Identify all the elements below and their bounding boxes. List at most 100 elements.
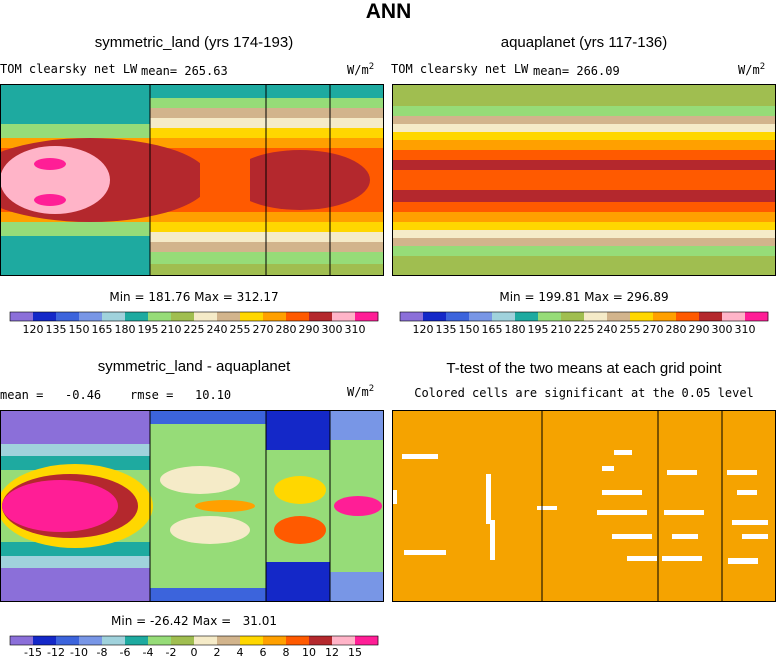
colorbar-swatch bbox=[240, 312, 264, 321]
colorbar-tick-label: 6 bbox=[259, 646, 267, 659]
colorbar-tick-label: -10 bbox=[70, 646, 88, 659]
colorbar-swatch bbox=[446, 312, 470, 321]
map-symmetric-land bbox=[0, 84, 384, 276]
colorbar-swatch bbox=[125, 636, 149, 645]
colorbar-tick-label: 210 bbox=[160, 323, 182, 336]
colorbar-swatch bbox=[309, 636, 333, 645]
colorbar-tick-label: 12 bbox=[325, 646, 339, 659]
colorbar-tick-label: 150 bbox=[68, 323, 90, 336]
colorbar-tick-label: 2 bbox=[213, 646, 221, 659]
colorbar-swatch bbox=[286, 636, 310, 645]
mean-label-aquaplanet: mean= 266.09 bbox=[533, 64, 620, 78]
colorbar-tick-label: 195 bbox=[527, 323, 549, 336]
panel-title-difference: symmetric_land - aquaplanet bbox=[97, 358, 291, 375]
colorbar-tick-label: 280 bbox=[275, 323, 297, 336]
colorbar-swatch bbox=[102, 636, 126, 645]
figure-title: ANN bbox=[365, 0, 412, 23]
colorbar-tick-label: -12 bbox=[47, 646, 65, 659]
minmax-difference: Min = -26.42 Max = 31.01 bbox=[111, 614, 277, 628]
colorbar-tick-label: 4 bbox=[236, 646, 244, 659]
colorbar-tick-label: -8 bbox=[96, 646, 108, 659]
map-difference bbox=[0, 410, 384, 602]
colorbar-labels-field-left: 120 135 150 165 180 195 210 225 240 255 270 280 290 3… bbox=[10, 323, 378, 337]
colorbar-tick-label: -4 bbox=[142, 646, 154, 659]
colorbar-swatch bbox=[630, 312, 654, 321]
map-aquaplanet bbox=[392, 84, 776, 276]
colorbar-swatch bbox=[194, 636, 218, 645]
colorbar-tick-label: 255 bbox=[619, 323, 641, 336]
colorbar-tick-label: 120 bbox=[22, 323, 44, 336]
colorbar-swatch bbox=[722, 312, 746, 321]
minmax-symmetric-land: Min = 181.76 Max = 312.17 bbox=[109, 290, 279, 304]
colorbar-tick-label: 225 bbox=[183, 323, 205, 336]
colorbar-tick-label: 150 bbox=[458, 323, 480, 336]
colorbar-swatch bbox=[699, 312, 723, 321]
units-label-symmetric-land: W/m2 bbox=[347, 62, 375, 77]
colorbar-swatch bbox=[263, 312, 287, 321]
ttest-fill bbox=[392, 410, 776, 602]
colorbar-tick-label: 300 bbox=[321, 323, 343, 336]
colorbar-swatch bbox=[148, 312, 172, 321]
colorbar-tick-label: 270 bbox=[642, 323, 664, 336]
colorbar-swatch bbox=[286, 312, 310, 321]
mean-label-difference: mean = -0.46 bbox=[0, 388, 102, 402]
colorbar-tick-label: 290 bbox=[688, 323, 710, 336]
colorbar-swatch bbox=[33, 636, 57, 645]
colorbar-tick-label: 290 bbox=[298, 323, 320, 336]
colorbar-swatch bbox=[240, 636, 264, 645]
colorbar-swatch bbox=[217, 636, 241, 645]
colorbar-tick-label: 240 bbox=[596, 323, 618, 336]
rmse-label-difference: rmse = 10.10 bbox=[130, 388, 232, 402]
colorbar-tick-label: 255 bbox=[229, 323, 251, 336]
variable-label-symmetric-land: TOM clearsky net LW bbox=[0, 62, 138, 76]
colorbar-swatch bbox=[194, 312, 218, 321]
colorbar-swatch bbox=[217, 312, 241, 321]
colorbar-tick-label: 120 bbox=[412, 323, 434, 336]
colorbar-tick-label: 135 bbox=[435, 323, 457, 336]
colorbar-tick-label: 165 bbox=[481, 323, 503, 336]
colorbar-swatch bbox=[676, 312, 700, 321]
mean-label-symmetric-land: mean= 265.63 bbox=[141, 64, 228, 78]
colorbar-swatch bbox=[171, 636, 195, 645]
colorbar-diff bbox=[9, 635, 379, 646]
colorbar-tick-label: 180 bbox=[114, 323, 136, 336]
colorbar-tick-label: -15 bbox=[24, 646, 42, 659]
colorbar-swatch bbox=[10, 636, 34, 645]
colorbar-swatch bbox=[33, 312, 57, 321]
colorbar-swatch bbox=[423, 312, 447, 321]
colorbar-swatch bbox=[607, 312, 631, 321]
colorbar-swatch bbox=[355, 312, 379, 321]
colorbar-field-right bbox=[399, 311, 769, 322]
colorbar-field-left bbox=[9, 311, 379, 322]
colorbar-tick-label: 165 bbox=[91, 323, 113, 336]
colorbar-tick-label: 300 bbox=[711, 323, 733, 336]
colorbar-labels-diff: -15 -12 -10 -8 -6 -4 -2 0 2 4 6 8 10 12 15 bbox=[10, 646, 378, 660]
colorbar-swatch bbox=[102, 312, 126, 321]
units-label-aquaplanet: W/m2 bbox=[738, 62, 766, 77]
colorbar-swatch bbox=[56, 636, 80, 645]
colorbar-swatch bbox=[79, 636, 103, 645]
colorbar-swatch bbox=[56, 312, 80, 321]
colorbar-tick-label: -6 bbox=[119, 646, 131, 659]
colorbar-swatch bbox=[79, 312, 103, 321]
colorbar-tick-label: -2 bbox=[165, 646, 177, 659]
colorbar-swatch bbox=[171, 312, 195, 321]
colorbar-swatch bbox=[584, 312, 608, 321]
colorbar-tick-label: 195 bbox=[137, 323, 159, 336]
colorbar-tick-label: 270 bbox=[252, 323, 274, 336]
panel-title-aquaplanet: aquaplanet (yrs 117-136) bbox=[500, 34, 668, 51]
minmax-aquaplanet: Min = 199.81 Max = 296.89 bbox=[499, 290, 669, 304]
colorbar-tick-label: 0 bbox=[190, 646, 198, 659]
colorbar-swatch bbox=[355, 636, 379, 645]
colorbar-swatch bbox=[125, 312, 149, 321]
colorbar-tick-label: 180 bbox=[504, 323, 526, 336]
colorbar-tick-label: 310 bbox=[344, 323, 366, 336]
colorbar-swatch bbox=[10, 312, 34, 321]
colorbar-tick-label: 280 bbox=[665, 323, 687, 336]
colorbar-tick-label: 310 bbox=[734, 323, 756, 336]
colorbar-swatch bbox=[309, 312, 333, 321]
panel-title-ttest: T-test of the two means at each grid poi… bbox=[446, 360, 722, 377]
colorbar-swatch bbox=[515, 312, 539, 321]
colorbar-swatch bbox=[400, 312, 424, 321]
colorbar-swatch bbox=[263, 636, 287, 645]
